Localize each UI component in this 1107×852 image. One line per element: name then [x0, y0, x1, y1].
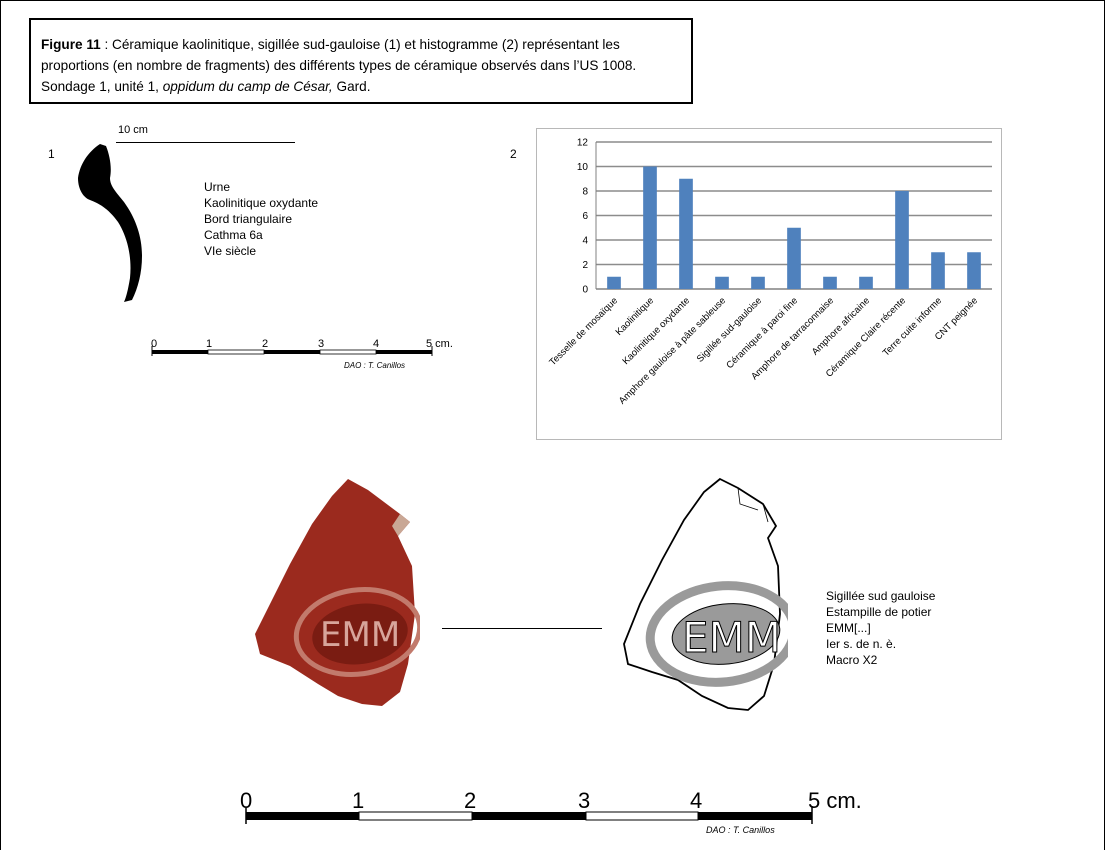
small-ruler-tick-3: 3: [318, 338, 324, 350]
desc-1-line-2: Kaolinitique oxydante: [204, 196, 319, 210]
small-ruler-credit: DAO : T. Canillos: [344, 361, 405, 370]
bottom-ruler-tick-0: 0: [240, 788, 252, 813]
y-tick-label: 6: [582, 211, 588, 222]
desc-2-line-1: Sigillée sud gauloise: [826, 589, 936, 603]
diameter-line: [116, 142, 295, 143]
x-category-label: Sigillée sud-gauloise: [695, 295, 764, 364]
bar: [787, 227, 801, 289]
desc-2-line-5: Macro X2: [826, 653, 878, 667]
sherd-photo: EMM: [255, 479, 420, 706]
caption-line-3a: Sondage 1, unité 1,: [41, 79, 163, 94]
bar: [859, 276, 873, 289]
bar: [931, 252, 945, 289]
desc-2-line-3: EMM[...]: [826, 621, 871, 635]
sherd-stamp-text: EMM: [320, 615, 400, 655]
sherd-stamp-ring: [293, 587, 420, 677]
bar-chart: 0 2 4 6 8 10 12 Tesselle de mosaïqueKaolinitiq…: [547, 138, 992, 407]
y-tick-label: 10: [577, 162, 589, 173]
desc-1-line-1: Urne: [204, 180, 231, 194]
chart-frame: [536, 128, 1002, 440]
vessel-profile-drawing: [78, 144, 142, 302]
bottom-ruler-tick-1: 1: [352, 788, 364, 813]
bar: [643, 166, 657, 289]
bottom-ruler-tick-5: 5 cm.: [808, 788, 862, 813]
separator-line: [442, 628, 602, 629]
panel-2-number: 2: [510, 147, 517, 161]
small-ruler-tick-5: 5 cm.: [426, 338, 453, 350]
small-ruler-tick-4: 4: [373, 338, 379, 350]
sherd-description: Sigillée sud gauloise Estampille de poti…: [826, 588, 935, 668]
desc-1-line-3: Bord triangulaire: [204, 212, 293, 226]
y-tick-label: 4: [582, 236, 588, 247]
x-category-label: Kaolinitique oxydante: [620, 295, 692, 367]
desc-1-line-5: VIe siècle: [204, 244, 257, 258]
y-tick-label: 2: [582, 260, 588, 271]
caption-line-1: : Céramique kaolinitique, sigillée sud-g…: [100, 37, 620, 52]
sherd-drawing: EMM: [623, 477, 788, 711]
figure-label: Figure 11: [41, 37, 101, 52]
drawing-stamp-ring: [645, 581, 788, 687]
desc-2-line-2: Estampille de potier: [826, 605, 932, 619]
y-tick-label: 8: [582, 187, 588, 198]
small-ruler-tick-2: 2: [262, 338, 268, 350]
x-category-label: Tesselle de mosaïque: [547, 295, 620, 368]
caption-line-3b: Gard.: [332, 79, 371, 94]
bottom-ruler-credit: DAO : T. Canillos: [706, 825, 775, 835]
y-tick-label: 0: [582, 285, 588, 296]
bottom-scale-ruler: 0 1 2 3 4 5 cm. DAO : T. Canillos: [240, 788, 862, 835]
bar: [823, 276, 837, 289]
x-category-label: Céramique à paroi fine: [724, 295, 800, 371]
bar: [715, 276, 729, 289]
figure-caption: Figure 11 : Céramique kaolinitique, sigi…: [29, 18, 693, 104]
bottom-ruler-tick-2: 2: [464, 788, 476, 813]
bar: [751, 276, 765, 289]
bottom-ruler-tick-3: 3: [578, 788, 590, 813]
vessel-profile-section: [78, 144, 142, 302]
panel-1-description: Urne Kaolinitique oxydante Bord triangul…: [204, 179, 318, 259]
desc-2-line-4: Ier s. de n. è.: [826, 637, 897, 651]
drawing-stamp-cartouche: [671, 603, 781, 665]
panel-1-number: 1: [48, 147, 55, 161]
small-ruler-tick-1: 1: [206, 338, 212, 350]
bar: [607, 276, 621, 289]
bar: [679, 178, 693, 289]
caption-line-2: proportions (en nombre de fragments) des…: [41, 58, 637, 73]
sherd-stamp-cartouche: [312, 603, 408, 665]
bottom-ruler-tick-4: 4: [690, 788, 702, 813]
sherd-break-edge: [392, 514, 410, 536]
y-tick-label: 12: [577, 138, 589, 149]
small-ruler-tick-0: 0: [151, 338, 157, 350]
desc-1-line-4: Cathma 6a: [204, 228, 263, 242]
small-scale-ruler: 0 1 2 3 4 5 cm. DAO : T. Canillos: [151, 338, 453, 370]
bar: [967, 252, 981, 289]
scale-label-10cm: 10 cm: [118, 124, 148, 136]
drawing-stamp-text: EMM: [682, 613, 781, 662]
caption-site-name: oppidum du camp de César,: [162, 79, 333, 94]
bar: [895, 191, 909, 289]
